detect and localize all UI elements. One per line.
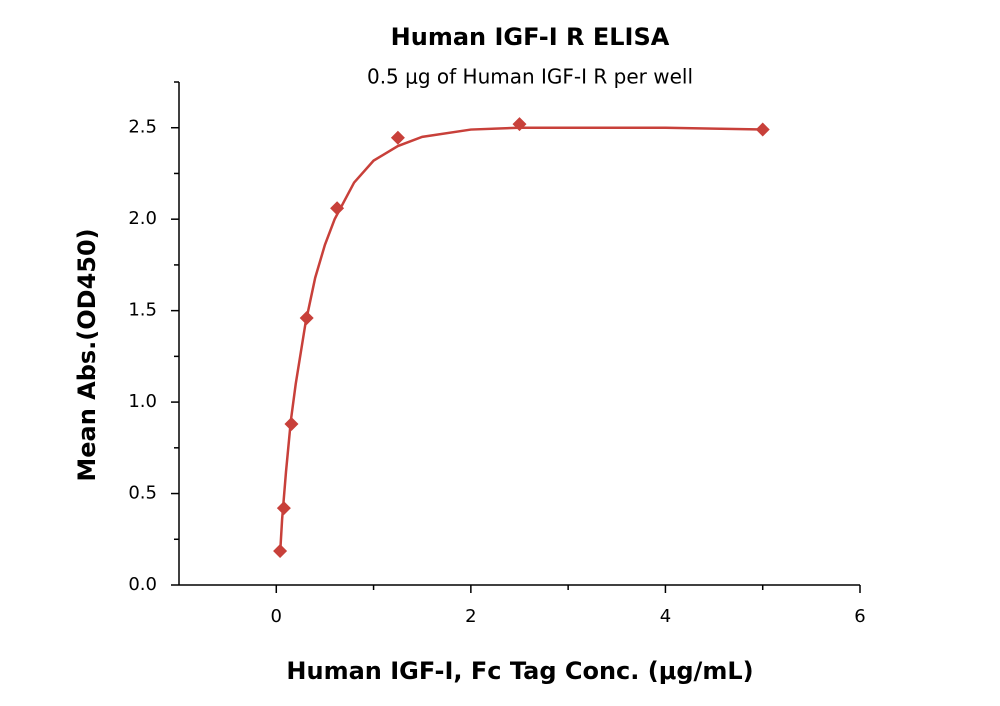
data-point <box>284 417 299 432</box>
y-axis-label: Mean Abs.(OD450) <box>73 228 101 481</box>
data-point <box>390 130 405 145</box>
x-tick-label: 0 <box>271 606 282 627</box>
x-tick-label: 6 <box>854 606 865 627</box>
data-point <box>299 310 314 325</box>
y-tick-label: 2.0 <box>128 208 157 229</box>
y-tick-label: 2.5 <box>128 117 157 138</box>
x-axis-label: Human IGF-I, Fc Tag Conc. (μg/mL) <box>286 657 753 685</box>
data-point <box>330 201 345 216</box>
chart-title: Human IGF-I R ELISA <box>391 23 670 51</box>
data-point <box>276 501 291 516</box>
data-point <box>273 543 288 558</box>
data-point <box>512 117 527 132</box>
y-tick-label: 0.0 <box>128 574 157 595</box>
y-tick-label: 0.5 <box>128 483 157 504</box>
fit-curve <box>278 126 763 554</box>
x-tick-label: 4 <box>660 606 671 627</box>
data-point <box>755 122 770 137</box>
y-tick-label: 1.5 <box>128 300 157 321</box>
x-tick-label: 2 <box>465 606 476 627</box>
chart-subtitle: 0.5 μg of Human IGF-I R per well <box>367 65 693 89</box>
y-tick-label: 1.0 <box>128 391 157 412</box>
